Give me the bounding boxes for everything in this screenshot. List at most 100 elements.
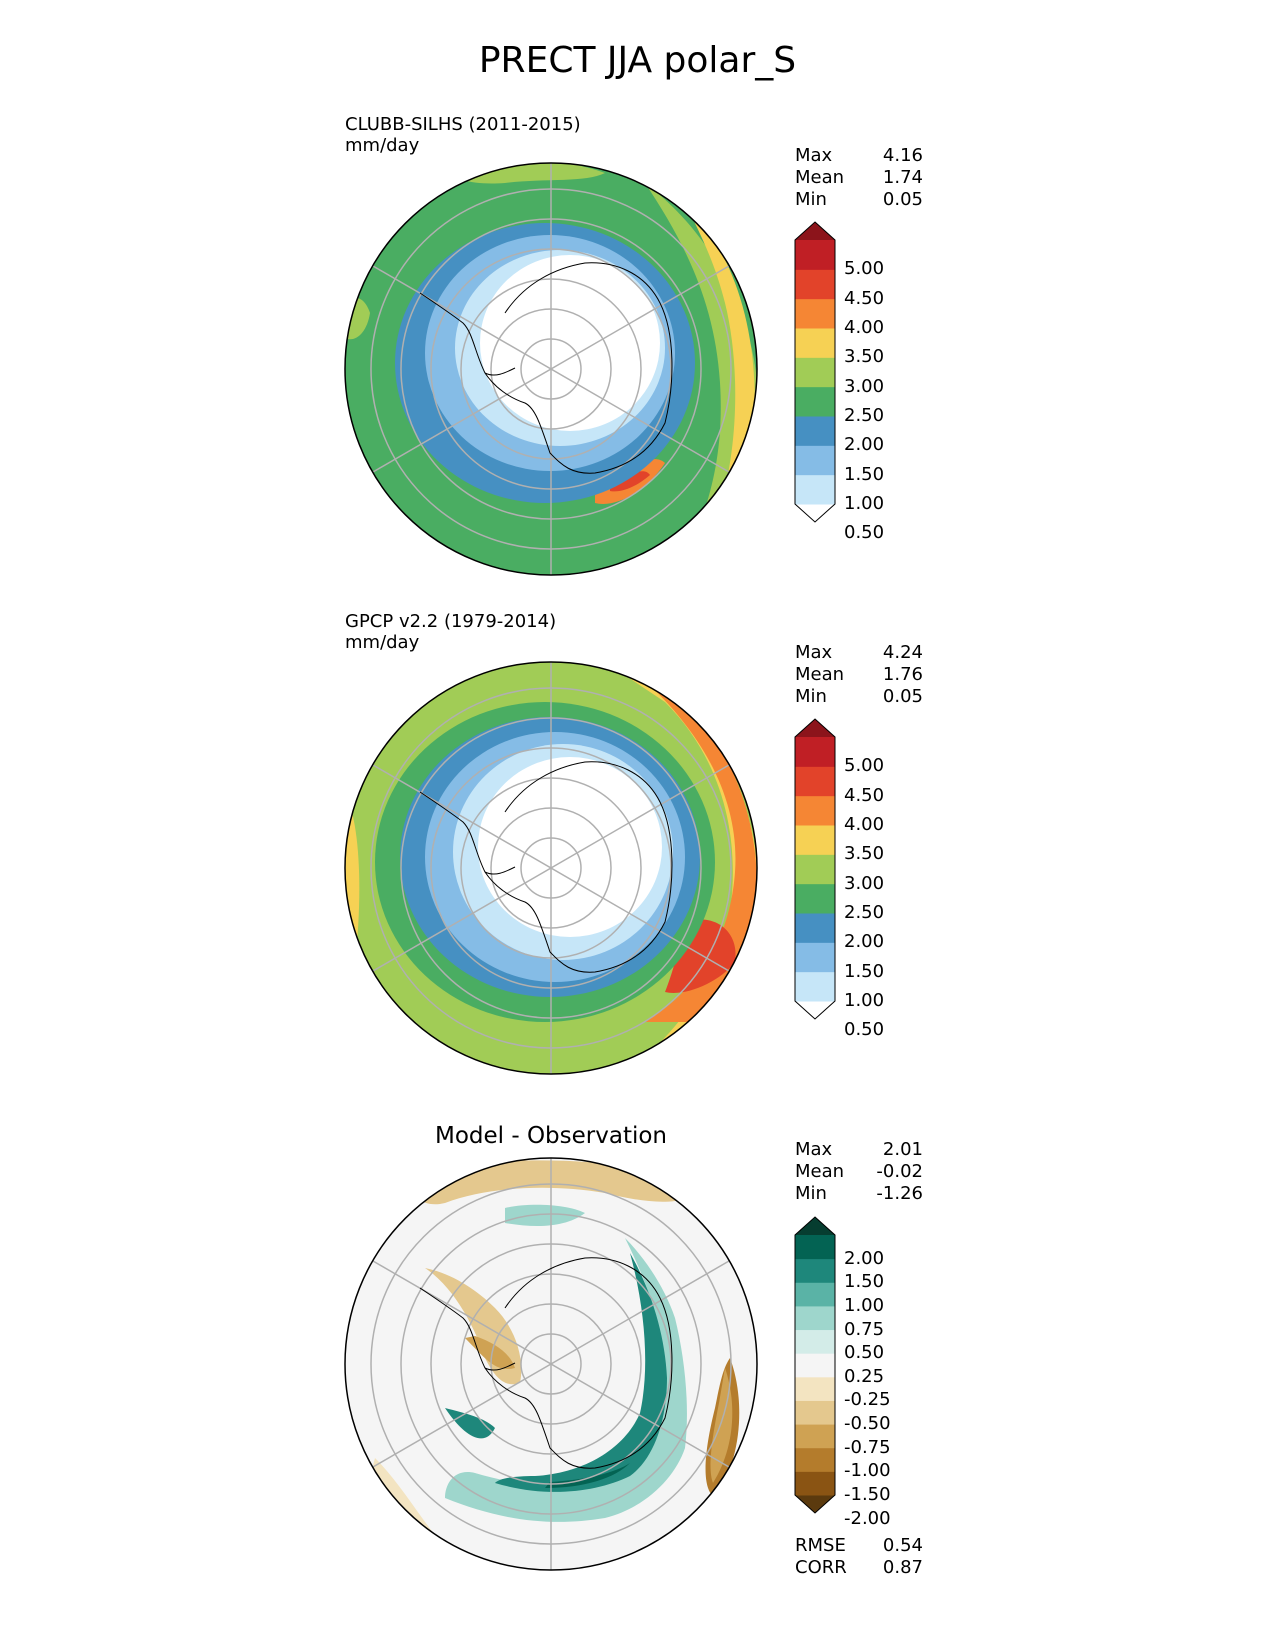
colorbar-tick-label: 5.00 [844,258,885,280]
panel3-colorbar [794,1216,836,1514]
stat-value: 1.76 [882,664,923,685]
colorbar-segment [795,942,835,973]
colorbar-tick-label: 0.50 [844,522,885,544]
precip-field [685,203,755,523]
colorbar-segment [795,1495,835,1513]
colorbar-tick-label: 4.00 [844,317,885,338]
colorbar-tick-label: 4.50 [844,784,885,806]
colorbar-tick-label: -0.75 [844,1436,891,1458]
stat-value: 1.74 [882,167,923,188]
colorbar-segment [795,1217,835,1235]
colorbar-tick-label: 2.00 [844,1247,885,1269]
colorbar-tick-label: 2.00 [844,931,885,953]
colorbar-segment [795,1305,835,1331]
stat-label: Min [795,189,827,210]
colorbar-segment [795,1400,835,1425]
colorbar-tick-label: 4.00 [844,814,885,835]
colorbar-tick-label: -0.50 [844,1413,891,1435]
colorbar-segment [795,445,835,476]
stat-label: Max [795,642,833,663]
colorbar-segment [795,766,835,797]
stat-label: Mean [795,664,845,685]
colorbar-tick-label: 1.50 [844,463,885,485]
panel2-units: mm/day [345,632,420,653]
colorbar-segment [795,1258,835,1283]
colorbar-segment [795,298,835,329]
panel3-title: Model - Observation [434,1123,668,1149]
colorbar-tick-label: 1.00 [844,990,885,1011]
panel2-polar-map [344,661,758,1075]
stat-value: 2.01 [882,1139,923,1160]
colorbar-outline [794,718,836,1020]
colorbar-tick-label: 3.50 [844,346,885,368]
colorbar-segment [795,737,835,767]
colorbar-segment [795,1471,835,1496]
colorbar-tick-label: 1.00 [844,1294,885,1316]
colorbar-tick-label: 3.00 [844,872,885,894]
stat-value: 4.16 [882,145,923,166]
colorbar-tick-label: 2.50 [844,405,885,426]
panel1-label: CLUBB-SILHS (2011-2015) [345,114,581,135]
colorbar-outline [794,1216,836,1514]
stat-label: Mean [795,1161,845,1182]
colorbar-tick-label: 0.50 [844,1019,885,1041]
stat-value: -1.26 [876,1183,923,1204]
colorbar-tick-label: -2.00 [844,1507,891,1529]
stat-value: 0.05 [882,189,923,210]
colorbar-segment [795,474,835,505]
metric-label: CORR [795,1557,847,1578]
colorbar-segment [795,1235,835,1260]
stat-value: 4.24 [882,642,923,663]
colorbar-tick-label: 1.00 [844,493,885,514]
colorbar-tick-label: 0.50 [844,1342,885,1364]
colorbar-segment [795,269,835,300]
colorbar-segment [795,222,835,240]
diff-field [445,1408,495,1439]
colorbar-tick-label: 3.00 [844,375,885,397]
colorbar-segment [795,825,835,855]
colorbar-tick-label: 4.50 [844,287,885,309]
colorbar-segment [795,854,835,885]
figure-title: PRECT JJA polar_S [478,40,797,81]
colorbar-tick-label: 2.50 [844,902,885,923]
panel2-colorbar [794,718,836,1020]
diff-field [545,1463,630,1488]
colorbar-tick-label: 5.00 [844,755,885,777]
panel2-label: GPCP v2.2 (1979-2014) [345,611,557,632]
metric-value: 0.87 [882,1557,923,1578]
colorbar-tick-label: 0.75 [844,1318,885,1340]
colorbar-tick-label: 1.50 [844,960,885,982]
colorbar-segment [795,504,835,522]
diff-field [710,1368,733,1483]
precip-field [610,471,650,492]
colorbar-segment [795,1001,835,1019]
panel3-stats: Max 2.01 Mean -0.02 Min -1.26 [795,1139,923,1205]
stat-value: 0.05 [882,686,923,707]
colorbar-segment [795,386,835,417]
diff-field [445,1238,687,1522]
colorbar-segment [795,1447,835,1472]
colorbar-tick-label: -1.50 [844,1484,891,1505]
panel1-polar-map [344,162,758,576]
stat-label: Max [795,145,833,166]
colorbar-segment [795,883,835,914]
colorbar-segment [795,328,835,358]
colorbar-outline [794,221,836,523]
stat-value: -0.02 [876,1161,923,1182]
diff-field [505,1204,585,1226]
stat-label: Max [795,1139,833,1160]
colorbar-tick-label: 3.50 [844,843,885,865]
colorbar-tick-label: 1.50 [844,1271,885,1293]
colorbar-segment [795,913,835,943]
stat-label: Mean [795,167,845,188]
panel1-stats: Max 4.16 Mean 1.74 Min 0.05 [795,145,923,211]
metric-value: 0.54 [882,1535,923,1556]
colorbar-tick-label: -0.25 [844,1389,891,1411]
colorbar-segment [795,1424,835,1449]
colorbar-segment [795,971,835,1002]
colorbar-segment [795,1376,835,1401]
precip-field [478,757,662,937]
panel3-metrics: RMSE 0.54 CORR 0.87 [795,1535,923,1579]
stat-label: Min [795,686,827,707]
colorbar-segment [795,357,835,388]
